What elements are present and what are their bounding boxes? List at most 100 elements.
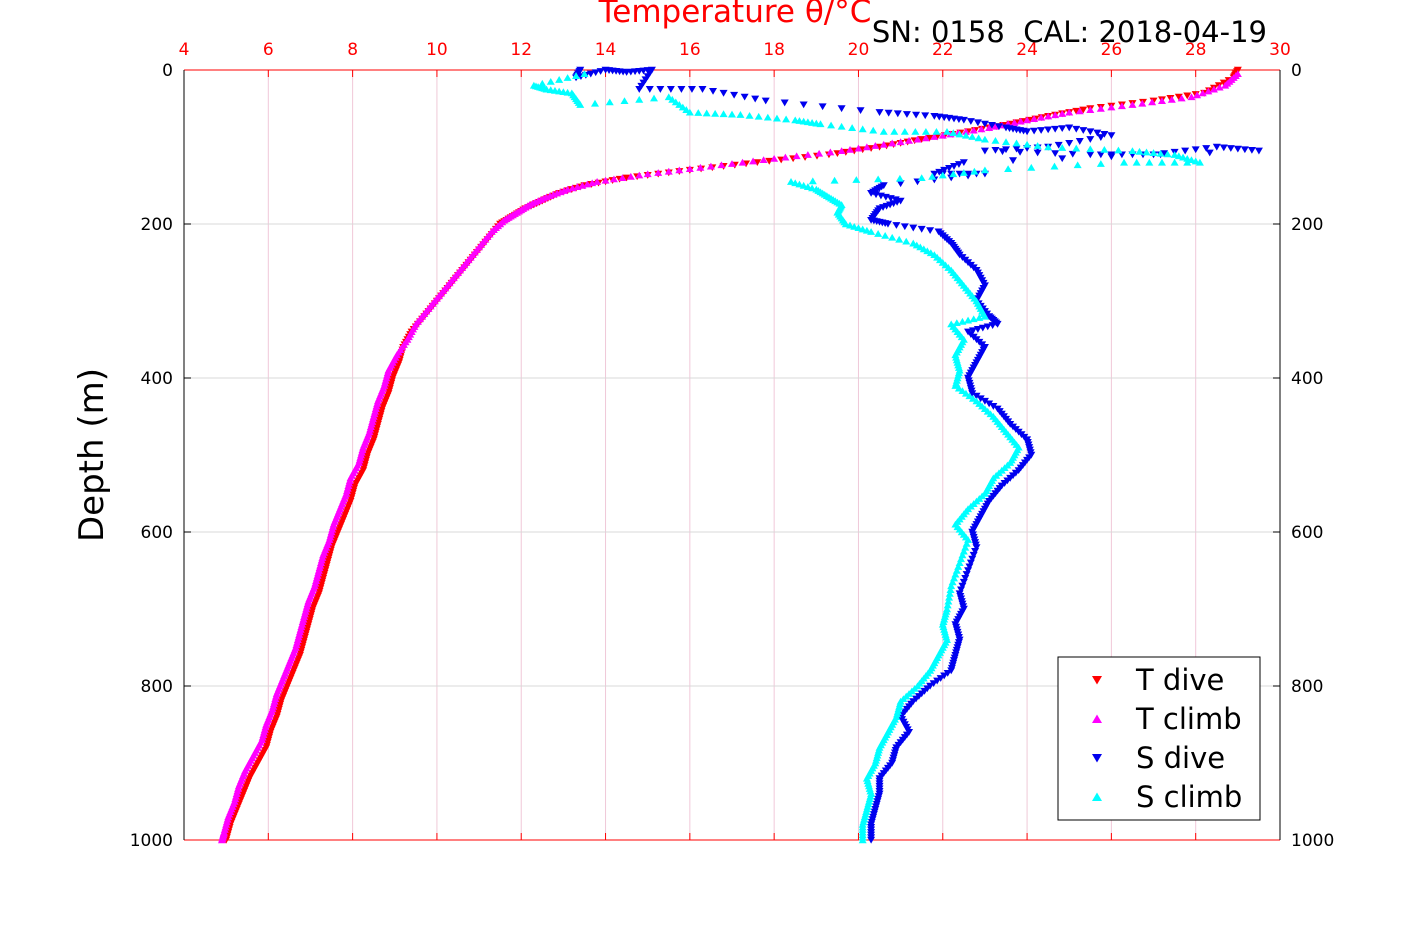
- data-point: [573, 183, 582, 190]
- data-point: [895, 174, 904, 182]
- data-point: [738, 158, 747, 166]
- data-point: [677, 86, 686, 93]
- data-point: [578, 181, 587, 189]
- legend-marker: [1092, 754, 1102, 763]
- data-point: [933, 677, 942, 685]
- data-point: [1079, 127, 1088, 134]
- data-point: [1065, 108, 1074, 116]
- data-point: [717, 161, 726, 169]
- data-point: [1114, 146, 1123, 154]
- data-point: [816, 120, 825, 128]
- data-point: [921, 128, 930, 135]
- data-point: [1073, 161, 1082, 169]
- data-point: [972, 392, 981, 400]
- data-point: [1086, 128, 1095, 136]
- data-point: [1023, 128, 1032, 136]
- data-point: [1226, 145, 1235, 152]
- data-point: [799, 101, 808, 109]
- data-point: [568, 184, 577, 192]
- data-point: [846, 145, 855, 153]
- data-point: [942, 128, 951, 135]
- data-point: [668, 95, 677, 103]
- data-point: [945, 164, 954, 172]
- data-point: [991, 147, 1000, 154]
- data-point: [770, 154, 779, 162]
- data-point: [858, 125, 867, 133]
- data-point: [576, 101, 585, 108]
- data-point: [678, 103, 687, 111]
- data-point: [1128, 101, 1137, 108]
- data-point: [546, 77, 555, 85]
- data-point: [1193, 91, 1202, 99]
- data-point: [711, 109, 720, 117]
- series-t-climb: [217, 70, 1242, 844]
- data-point: [759, 156, 768, 164]
- data-point: [929, 680, 938, 688]
- data-point: [917, 225, 926, 233]
- data-point: [1023, 140, 1032, 148]
- data-point: [940, 166, 949, 174]
- data-point: [1247, 147, 1256, 154]
- data-point: [1051, 150, 1060, 158]
- data-point: [1233, 145, 1242, 153]
- data-point: [854, 144, 863, 152]
- data-point: [1170, 158, 1179, 166]
- data-point: [1156, 149, 1165, 157]
- data-point: [966, 559, 975, 567]
- data-point: [1012, 139, 1021, 147]
- data-point: [1219, 144, 1228, 152]
- data-point: [736, 111, 745, 118]
- data-point: [837, 105, 846, 113]
- data-point: [1209, 85, 1218, 93]
- data-point: [761, 97, 770, 105]
- data-point: [958, 387, 967, 395]
- data-point: [874, 175, 883, 183]
- data-point: [719, 110, 728, 118]
- data-point: [991, 122, 1000, 130]
- data-point: [808, 177, 817, 185]
- data-point: [694, 109, 703, 116]
- data-point: [730, 91, 739, 99]
- data-point: [875, 109, 884, 116]
- data-point: [818, 103, 827, 111]
- data-point: [1010, 119, 1019, 126]
- data-point: [905, 136, 914, 144]
- x-tick-label: 30: [1269, 40, 1291, 60]
- data-point: [1142, 148, 1151, 156]
- data-point: [902, 111, 911, 118]
- x-tick-label: 14: [595, 40, 617, 60]
- x-tick-label: 28: [1185, 40, 1207, 60]
- data-point: [654, 169, 663, 176]
- data-point: [675, 101, 684, 108]
- data-point: [947, 667, 956, 675]
- data-point: [696, 163, 705, 171]
- data-point: [666, 86, 675, 93]
- data-point: [969, 315, 978, 323]
- data-point: [961, 131, 970, 139]
- data-point: [867, 836, 876, 844]
- data-point: [1167, 95, 1176, 103]
- data-point: [985, 124, 994, 131]
- data-point: [987, 121, 996, 129]
- data-point: [687, 86, 696, 93]
- data-point: [989, 403, 998, 410]
- data-point: [780, 99, 789, 107]
- legend-box: [1057, 656, 1261, 821]
- y-tick-label-left: 600: [141, 523, 173, 543]
- data-point: [1096, 134, 1105, 141]
- data-point: [664, 93, 673, 101]
- y-tick-label-left: 400: [141, 369, 173, 389]
- data-point: [959, 159, 968, 166]
- data-point: [1033, 149, 1042, 157]
- y-tick-label-right: 200: [1291, 215, 1323, 235]
- data-point: [900, 128, 909, 135]
- data-point: [932, 128, 941, 135]
- data-point: [643, 170, 652, 178]
- data-point: [945, 593, 954, 601]
- x-tick-label: 22: [932, 40, 954, 60]
- data-point: [1065, 139, 1074, 147]
- data-point: [1191, 146, 1200, 154]
- data-point: [1050, 162, 1059, 170]
- data-point: [1086, 106, 1095, 113]
- x-tick-label: 18: [763, 40, 785, 60]
